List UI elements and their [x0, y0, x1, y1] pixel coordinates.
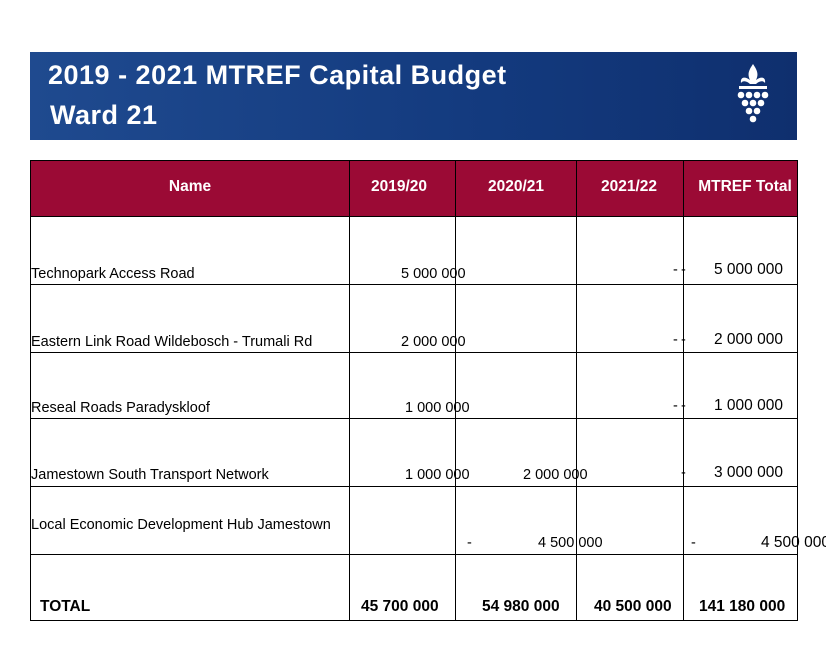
row-name: Local Economic Development Hub Jamestown	[31, 517, 331, 533]
column-header: Name	[168, 178, 212, 195]
cell-value: 4 500 000	[761, 534, 826, 551]
column-header: 2019/20	[370, 178, 428, 195]
logo	[737, 64, 769, 123]
column-header: MTREF Total	[698, 178, 792, 195]
cell-value: 1 000 000	[714, 397, 783, 414]
column-header: 2020/21	[487, 178, 545, 195]
cell-value: 2 000 000	[714, 331, 783, 348]
cell-value: -	[673, 262, 678, 278]
total-label: TOTAL	[40, 598, 91, 615]
cell-value: -	[681, 332, 686, 348]
cell-value: 5 000 000	[714, 261, 783, 278]
cell-value: -	[681, 398, 686, 414]
cell-value: 4 500 000	[538, 535, 603, 551]
cell-value: -	[673, 398, 678, 414]
cell-value: -	[673, 332, 678, 348]
row-name: Reseal Roads Paradyskloof	[31, 400, 210, 416]
cell-value: -	[691, 535, 696, 551]
title: 2019 - 2021 MTREF Capital Budget	[48, 60, 507, 90]
total-value: 40 500 000	[594, 598, 672, 615]
column-header: 2021/22	[600, 178, 658, 195]
header-banner: 2019 - 2021 MTREF Capital Budget Ward 21	[30, 52, 797, 140]
cell-value: 2 000 000	[401, 334, 466, 350]
row-name: Eastern Link Road Wildebosch - Trumali R…	[31, 334, 313, 350]
total-value: 45 700 000	[361, 598, 439, 615]
cell-value: -	[681, 465, 686, 481]
row-name: Technopark Access Road	[31, 266, 195, 282]
subtitle: Ward 21	[50, 100, 158, 130]
cell-value: 3 000 000	[714, 464, 783, 481]
total-value: 54 980 000	[482, 598, 560, 615]
cell-value: -	[467, 535, 472, 551]
cell-value: -	[681, 262, 686, 278]
total-value: 141 180 000	[699, 598, 786, 615]
cell-value: 5 000 000	[401, 266, 466, 282]
cell-value: 1 000 000	[405, 467, 470, 483]
row-name: Jamestown South Transport Network	[31, 467, 269, 483]
cell-value: 1 000 000	[405, 400, 470, 416]
cell-value: 2 000 000	[523, 467, 588, 483]
